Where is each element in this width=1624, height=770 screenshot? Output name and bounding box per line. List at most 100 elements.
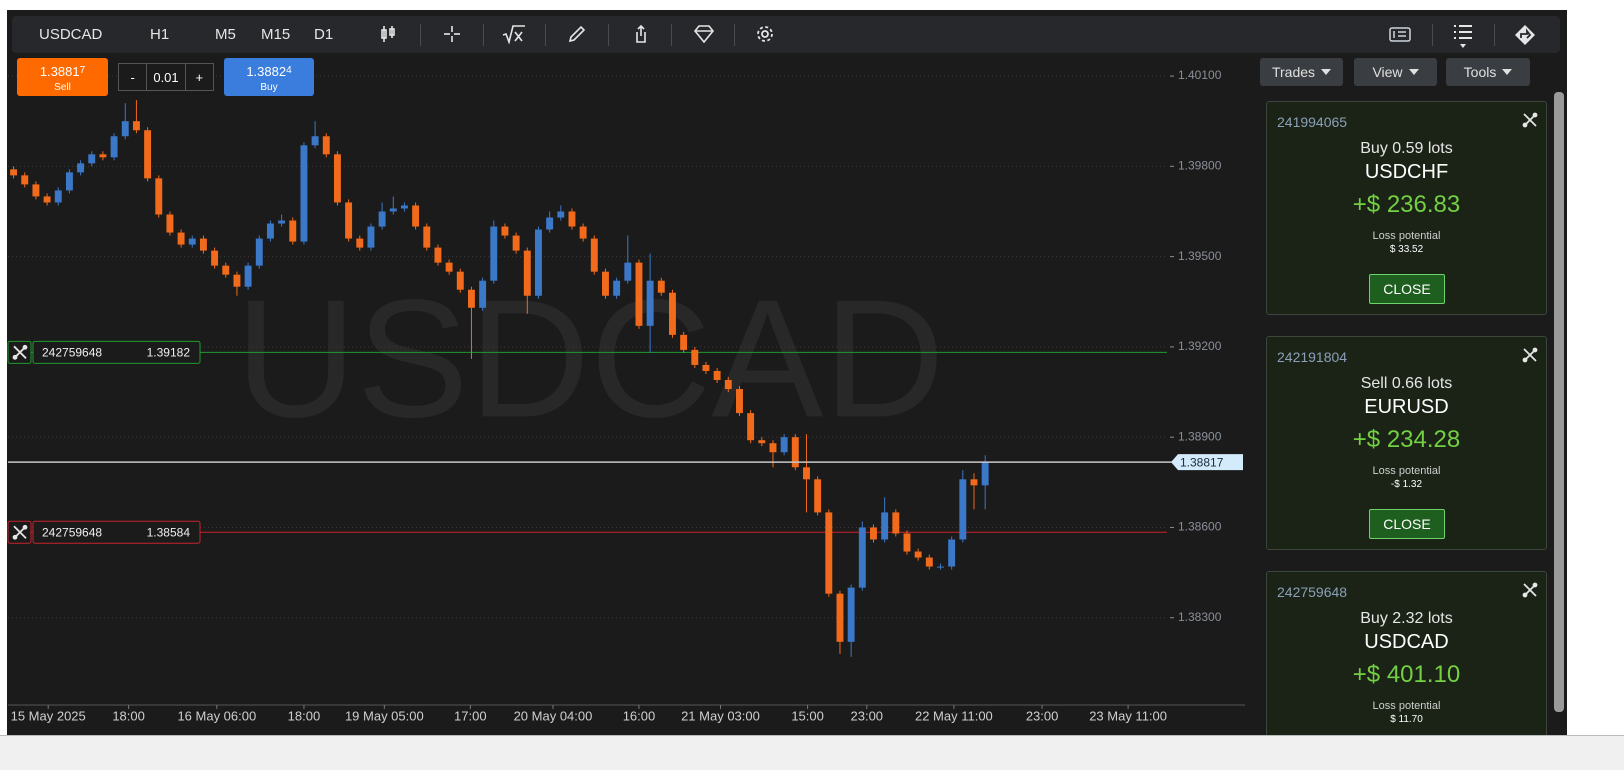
lot-input[interactable]: 0.01 <box>153 69 179 85</box>
candle-body <box>77 163 85 173</box>
candle-body <box>948 539 956 567</box>
navigate-button[interactable] <box>1514 24 1536 46</box>
y-tick-label: 1.39200 <box>1178 339 1222 353</box>
candle-body <box>199 238 207 251</box>
separator <box>545 24 546 46</box>
order-icon <box>12 524 28 540</box>
watermark: USDCAD <box>235 264 944 452</box>
candle-body <box>702 364 710 371</box>
candle-body <box>300 145 308 242</box>
candle-body <box>747 413 755 441</box>
toolbar: USDCAD H1 M5 M15 D1 <box>12 16 1560 53</box>
trades-button[interactable]: Trades <box>1260 58 1343 86</box>
candle-body <box>836 593 844 642</box>
loss-value: $ 11.70 <box>1390 714 1423 725</box>
order-price: 1.39182 <box>147 345 191 359</box>
y-tick-label: 1.39800 <box>1178 159 1222 173</box>
tools-button[interactable]: Tools <box>1446 58 1530 86</box>
order-price: 1.38584 <box>147 525 191 539</box>
position-id: 242759648 <box>1277 584 1348 600</box>
button-label: View <box>1372 64 1403 80</box>
list-button[interactable] <box>1452 22 1474 50</box>
candle-body <box>534 229 542 296</box>
y-tick-label: 1.40100 <box>1178 68 1222 82</box>
bottom-bar <box>0 735 1624 770</box>
timeframe-selector[interactable]: H1 <box>150 26 170 43</box>
lot-increase[interactable]: + <box>184 64 213 90</box>
candle-body <box>713 370 721 380</box>
candle-body <box>925 557 933 567</box>
candle-body <box>680 334 688 350</box>
crosshair-button[interactable] <box>442 24 462 44</box>
timeframe-button[interactable]: M5 <box>215 26 236 43</box>
x-tick-label: 16:00 <box>623 708 656 723</box>
candle-body <box>601 271 609 296</box>
candle-body <box>881 512 889 540</box>
position-side: Sell 0.66 lots <box>1360 375 1453 392</box>
candle-body <box>144 130 152 179</box>
candle-body <box>803 467 810 480</box>
candle-body <box>132 121 140 131</box>
candle-body <box>791 437 799 468</box>
modify-icon[interactable] <box>1522 347 1538 363</box>
candle-body <box>233 274 241 287</box>
candle-body <box>378 211 386 227</box>
candle-body <box>434 247 442 263</box>
close-button[interactable]: CLOSE <box>1369 509 1445 539</box>
candle-body <box>736 389 743 414</box>
x-tick-label: 16 May 06:00 <box>177 708 256 723</box>
buy-button[interactable]: 1.38824 Buy <box>224 58 314 96</box>
candle-body <box>456 271 464 290</box>
candle-body <box>557 211 565 218</box>
scrollbar[interactable] <box>1554 92 1564 712</box>
sell-button[interactable]: 1.38817 Sell <box>17 58 108 96</box>
candle-body <box>367 226 375 248</box>
loss-label: Loss potential <box>1372 465 1441 477</box>
share-button[interactable] <box>631 24 651 44</box>
view-button[interactable]: View <box>1354 58 1437 86</box>
sell-price: 1.3881 <box>39 64 80 79</box>
chart-type-button[interactable] <box>378 24 398 44</box>
y-tick-label: 1.39500 <box>1178 249 1222 263</box>
order-tag: 242759648 1.39182 <box>7 340 201 364</box>
separator <box>1494 24 1495 46</box>
timeframe-button[interactable]: D1 <box>314 26 334 43</box>
x-tick-label: 23 May 11:00 <box>1089 708 1167 723</box>
lot-decrease[interactable]: - <box>119 64 148 90</box>
candle-body <box>266 223 274 239</box>
order-label-box <box>32 520 201 544</box>
modify-icon[interactable] <box>1522 582 1538 598</box>
candle-body <box>412 205 420 227</box>
draw-button[interactable] <box>567 24 587 44</box>
close-button[interactable]: CLOSE <box>1369 274 1445 304</box>
candle-body <box>289 220 297 242</box>
indicators-button[interactable] <box>502 24 526 44</box>
symbol-selector[interactable]: USDCAD <box>39 26 103 43</box>
candle-body <box>400 205 408 209</box>
candle-body <box>646 280 654 326</box>
separator <box>420 24 421 46</box>
premium-button[interactable] <box>693 24 715 44</box>
account-button[interactable] <box>1388 24 1412 44</box>
candle-body <box>345 202 353 239</box>
order-icon <box>12 344 28 360</box>
candle-body <box>523 250 531 296</box>
candle-body <box>445 262 453 272</box>
loss-value: $ 33.52 <box>1389 244 1424 255</box>
order-label-box <box>32 340 201 364</box>
separator <box>1432 24 1433 46</box>
candle-body <box>769 443 777 453</box>
candle-body <box>65 172 73 191</box>
candle-body <box>155 178 163 215</box>
candle-body <box>814 479 822 513</box>
candle-body <box>166 214 174 233</box>
button-label: Trades <box>1271 64 1316 80</box>
order-id: 242759648 <box>42 345 102 359</box>
settings-button[interactable] <box>755 24 775 44</box>
candle-body <box>244 265 252 287</box>
candle-body <box>937 566 944 568</box>
modify-icon[interactable] <box>1522 112 1538 128</box>
candle-body <box>177 232 185 245</box>
timeframe-button[interactable]: M15 <box>261 26 291 43</box>
